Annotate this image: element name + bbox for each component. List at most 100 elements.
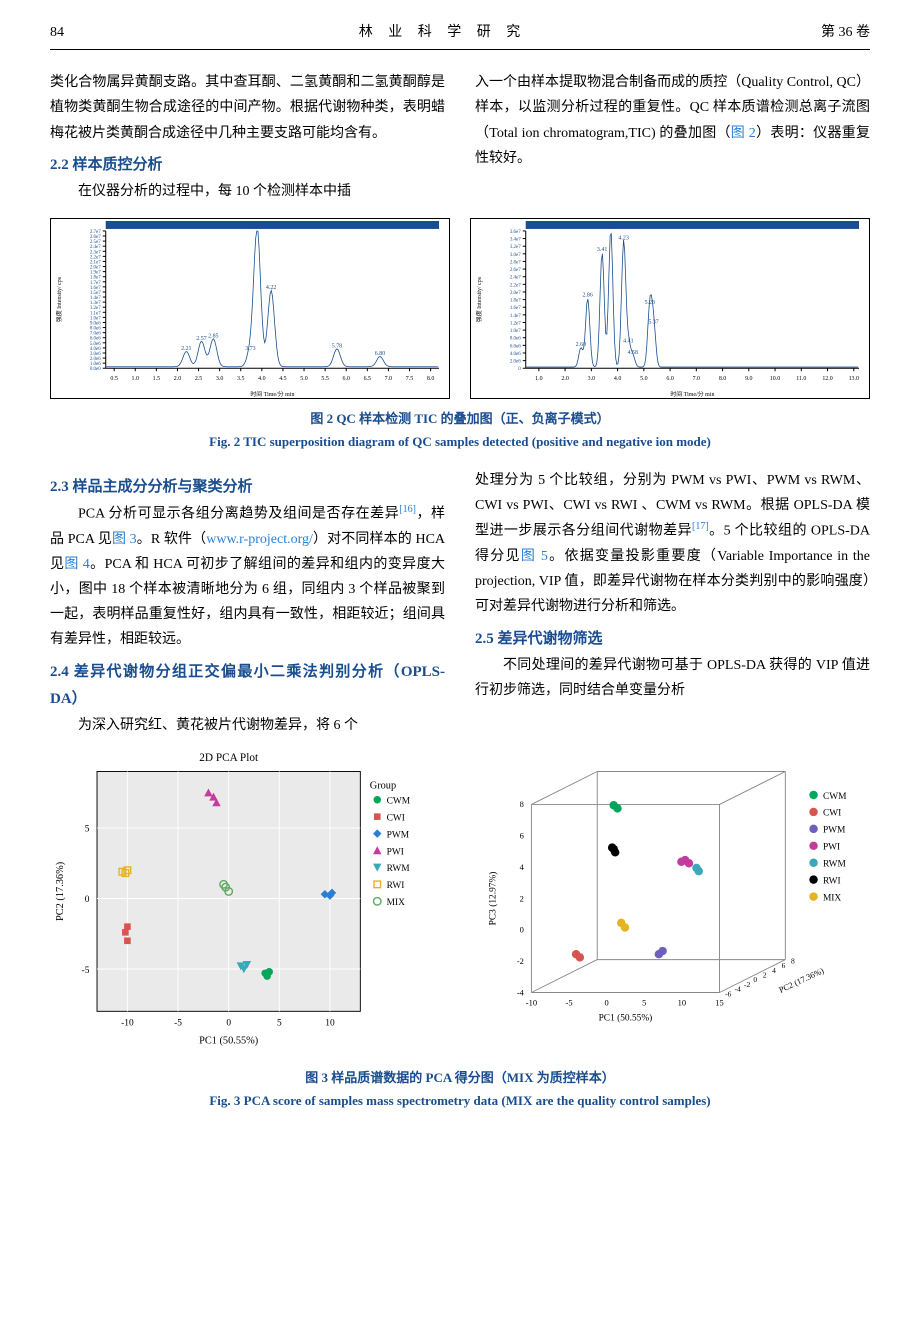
svg-text:6.80: 6.80: [375, 351, 385, 357]
svg-text:0.5: 0.5: [110, 376, 117, 382]
fig2-link[interactable]: 图 2: [731, 126, 756, 141]
svg-text:PWI: PWI: [387, 847, 404, 857]
svg-text:4.0: 4.0: [258, 376, 265, 382]
page-header: 84 林 业 科 学 研 究 第 36 卷: [50, 20, 870, 50]
svg-text:RWI: RWI: [823, 876, 841, 886]
svg-text:4.5: 4.5: [279, 376, 286, 382]
svg-text:6.0: 6.0: [666, 376, 673, 382]
svg-text:-10: -10: [121, 1018, 134, 1028]
ref-17[interactable]: [17]: [692, 521, 709, 532]
text-block-1: 类化合物属异黄酮支路。其中查耳酮、二氢黄酮和二氢黄酮醇是植物类黄酮生物合成途径的…: [50, 70, 870, 204]
svg-text:2.86: 2.86: [582, 293, 592, 299]
fig5-link[interactable]: 图 5: [521, 549, 548, 564]
col-right-1: 入一个由样本提取物混合制备而成的质控（Quality Control, QC）样…: [475, 70, 870, 204]
svg-text:RWM: RWM: [387, 864, 411, 874]
svg-text:0: 0: [85, 895, 90, 905]
fig4-link[interactable]: 图 4: [64, 557, 89, 572]
svg-text:8.0: 8.0: [427, 376, 434, 382]
ref-16[interactable]: [16]: [399, 504, 416, 515]
para-r3: 处理分为 5 个比较组，分别为 PWM vs PWI、PWM vs RWM、CW…: [475, 468, 870, 620]
svg-text:1.8e7: 1.8e7: [510, 299, 521, 304]
svg-text:1.0e7: 1.0e7: [510, 329, 521, 334]
para-5: 不同处理间的差异代谢物可基于 OPLS-DA 获得的 VIP 值进行初步筛选，同…: [475, 653, 870, 703]
svg-text:0.0e0: 0.0e0: [90, 367, 101, 372]
svg-text:2.5: 2.5: [195, 376, 202, 382]
svg-text:1.0: 1.0: [132, 376, 139, 382]
svg-text:3.5: 3.5: [237, 376, 244, 382]
svg-text:时间 Time/分 min: 时间 Time/分 min: [670, 390, 714, 398]
svg-text:10.0: 10.0: [770, 376, 780, 382]
svg-text:RWM: RWM: [823, 859, 847, 869]
figure-3-row: 2D PCA Plot-10-50510-505PC1 (50.55%)PC2 …: [50, 748, 870, 1058]
svg-text:2.0e7: 2.0e7: [510, 291, 521, 296]
svg-text:2D PCA Plot: 2D PCA Plot: [199, 752, 259, 764]
svg-text:7.0: 7.0: [385, 376, 392, 382]
svg-text:PC3 (12.97%): PC3 (12.97%): [488, 871, 499, 925]
svg-text:2.4e7: 2.4e7: [510, 276, 521, 281]
fig3-link[interactable]: 图 3: [112, 532, 137, 547]
svg-text:-4: -4: [517, 987, 525, 997]
tic-chart-negative: 3.6e73.4e73.2e73.0e72.8e72.6e72.4e72.2e7…: [470, 218, 870, 399]
svg-text:5.5: 5.5: [321, 376, 328, 382]
svg-text:3.73: 3.73: [245, 346, 255, 352]
svg-text:4: 4: [520, 862, 525, 872]
svg-text:PC2 (17.36%): PC2 (17.36%): [55, 862, 66, 921]
para-1: 类化合物属异黄酮支路。其中查耳酮、二氢黄酮和二氢黄酮醇是植物类黄酮生物合成途径的…: [50, 70, 445, 146]
col-left-2: 2.3 样品主成分分析与聚类分析 PCA 分析可显示各组分离趋势及组间是否存在差…: [50, 468, 445, 738]
svg-text:PWM: PWM: [387, 830, 410, 840]
svg-text:4.22: 4.22: [266, 285, 276, 291]
svg-text:5.23: 5.23: [645, 300, 655, 306]
svg-text:-5: -5: [174, 1018, 182, 1028]
svg-text:2: 2: [763, 970, 767, 979]
svg-text:3.89: 3.89: [252, 224, 262, 230]
svg-text:8: 8: [520, 799, 524, 809]
svg-text:6.0e6: 6.0e6: [510, 344, 521, 349]
svg-text:4.0e6: 4.0e6: [510, 352, 521, 357]
svg-text:MIX: MIX: [387, 898, 405, 908]
svg-text:1.5: 1.5: [153, 376, 160, 382]
svg-text:6: 6: [520, 830, 524, 840]
svg-text:5.0: 5.0: [300, 376, 307, 382]
pca-2d-plot: 2D PCA Plot-10-50510-505PC1 (50.55%)PC2 …: [50, 748, 445, 1058]
svg-text:4.41: 4.41: [623, 338, 633, 344]
svg-text:0: 0: [226, 1018, 231, 1028]
volume-label: 第 36 卷: [821, 20, 870, 45]
section-2-4-title: 2.4 差异代谢物分组正交偏最小二乘法判别分析（OPLS-DA）: [50, 659, 445, 713]
journal-title: 林 业 科 学 研 究: [359, 20, 527, 45]
figure-2-row: 2.7e72.6e72.5e72.4e72.3e72.2e72.1e72.0e7…: [50, 218, 870, 399]
text-block-2: 2.3 样品主成分分析与聚类分析 PCA 分析可显示各组分离趋势及组间是否存在差…: [50, 468, 870, 738]
svg-text:2.0: 2.0: [174, 376, 181, 382]
svg-text:9.0: 9.0: [745, 376, 752, 382]
svg-text:2.60: 2.60: [576, 342, 586, 348]
para-2: 在仪器分析的过程中，每 10 个检测样本中插: [50, 179, 445, 204]
svg-text:4: 4: [772, 966, 776, 975]
para-4: 为深入研究红、黄花被片代谢物差异，将 6 个: [50, 713, 445, 738]
fig2-caption-cn: 图 2 QC 样本检测 TIC 的叠加图（正、负离子模式）: [50, 407, 870, 430]
svg-text:3.74: 3.74: [606, 224, 616, 230]
svg-text:10: 10: [678, 997, 686, 1007]
svg-text:MIX: MIX: [823, 893, 841, 903]
svg-text:5: 5: [85, 824, 90, 834]
svg-text:PC1 (50.55%): PC1 (50.55%): [599, 1013, 653, 1024]
svg-text:-2: -2: [517, 956, 524, 966]
svg-text:4.0: 4.0: [614, 376, 621, 382]
svg-text:4.23: 4.23: [618, 235, 628, 241]
svg-text:强度 Intensity/ cps: 强度 Intensity/ cps: [475, 276, 483, 322]
svg-text:6.5: 6.5: [364, 376, 371, 382]
fig3-caption-cn: 图 3 样品质谱数据的 PCA 得分图（MIX 为质控样本）: [50, 1066, 870, 1089]
svg-text:1.6e7: 1.6e7: [510, 306, 521, 311]
svg-text:-4: -4: [735, 984, 742, 993]
svg-text:0: 0: [518, 367, 521, 372]
svg-text:3.0: 3.0: [216, 376, 223, 382]
svg-text:2.0e6: 2.0e6: [510, 360, 521, 365]
svg-text:2.8e7: 2.8e7: [510, 260, 521, 265]
r-project-link[interactable]: www.r-project.org/: [206, 532, 313, 547]
page-number: 84: [50, 20, 64, 45]
svg-text:RWI: RWI: [387, 881, 405, 891]
svg-text:3.0e7: 3.0e7: [510, 253, 521, 258]
svg-text:3.2e7: 3.2e7: [510, 245, 521, 250]
pca-3d-plot: -10-5051015-4-202468-6-4-202468PC1 (50.5…: [475, 748, 870, 1058]
para-r1: 入一个由样本提取物混合制备而成的质控（Quality Control, QC）样…: [475, 70, 870, 171]
svg-text:8.0e6: 8.0e6: [510, 337, 521, 342]
svg-text:7.0: 7.0: [693, 376, 700, 382]
